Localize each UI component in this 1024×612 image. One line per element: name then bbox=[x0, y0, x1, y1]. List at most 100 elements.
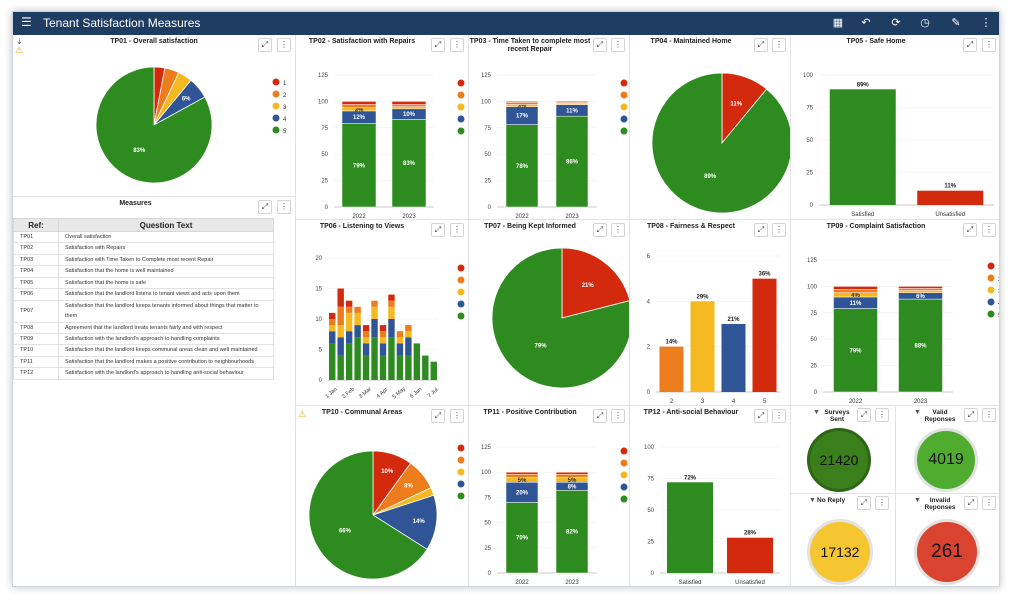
hamburger-menu-icon[interactable]: ☰ bbox=[21, 15, 32, 29]
y-tick-label: 0 bbox=[488, 205, 492, 211]
bar-segment bbox=[329, 331, 336, 344]
data-label: 89% bbox=[704, 174, 717, 180]
expand-icon[interactable]: ⤢ bbox=[857, 408, 871, 422]
filter-icon[interactable]: ▼ bbox=[914, 497, 921, 504]
x-tick-label: 2023 bbox=[914, 399, 928, 405]
bar-segment bbox=[379, 343, 387, 356]
data-label: 14% bbox=[413, 519, 426, 525]
expand-icon[interactable]: ⤢ bbox=[431, 38, 445, 52]
bar-segment bbox=[354, 325, 361, 338]
bar-segment bbox=[345, 300, 353, 307]
refresh-icon[interactable]: ⟳ bbox=[891, 17, 901, 29]
bar-segment bbox=[555, 471, 589, 475]
panel-title: TP07 - Being Kept Informed bbox=[484, 223, 576, 230]
panel-tp08: TP08 - Fairness & Respect ⤢ ⋮ 0 2 4 6 14% 2 29… bbox=[630, 220, 791, 406]
bar-segment bbox=[345, 331, 353, 344]
top-bar: ☰ Tenant Satisfaction Measures ▦ ↶ ⟳ ◷ ✎… bbox=[13, 12, 999, 35]
more-vertical-icon[interactable]: ⋮ bbox=[772, 38, 786, 52]
more-vertical-icon[interactable]: ⋮ bbox=[450, 38, 464, 52]
expand-icon[interactable]: ⤢ bbox=[593, 409, 607, 423]
more-vertical-icon[interactable]: ⋮ bbox=[611, 409, 625, 423]
panel-title: TP09 - Complaint Satisfaction bbox=[826, 223, 926, 230]
expand-icon[interactable]: ⤢ bbox=[963, 38, 977, 52]
expand-icon[interactable]: ⤢ bbox=[963, 223, 977, 237]
more-vertical-icon[interactable]: ⋮ bbox=[980, 17, 992, 29]
expand-icon[interactable]: ⤢ bbox=[857, 496, 871, 510]
legend-marker bbox=[457, 276, 465, 284]
undo-icon[interactable]: ↶ bbox=[861, 17, 871, 29]
data-label: 79% bbox=[849, 348, 862, 354]
table-row: TP04 Satisfaction that the home is well m… bbox=[13, 265, 274, 278]
kpi-value: 261 bbox=[914, 519, 980, 585]
expand-icon[interactable]: ⤢ bbox=[258, 38, 272, 52]
data-label: 86% bbox=[566, 160, 579, 166]
legend-marker bbox=[620, 79, 628, 87]
legend-marker bbox=[987, 262, 995, 270]
filter-icon[interactable]: ▼ bbox=[809, 497, 816, 504]
bar-segment bbox=[388, 319, 395, 338]
clock-icon[interactable]: ◷ bbox=[920, 17, 930, 29]
ref-cell: TP06 bbox=[13, 288, 59, 301]
bar-segment bbox=[396, 343, 404, 356]
x-tick-label: 4 Apr bbox=[376, 387, 390, 400]
expand-icon[interactable]: ⤢ bbox=[431, 409, 445, 423]
pie-slice bbox=[561, 247, 629, 319]
grid-icon[interactable]: ▦ bbox=[832, 17, 844, 29]
more-vertical-icon[interactable]: ⋮ bbox=[875, 408, 889, 422]
expand-icon[interactable]: ⤢ bbox=[964, 408, 978, 422]
more-vertical-icon[interactable]: ⋮ bbox=[277, 38, 291, 52]
more-vertical-icon[interactable]: ⋮ bbox=[611, 38, 625, 52]
kpi-label: Valid Reponses bbox=[924, 409, 956, 424]
bar bbox=[659, 346, 684, 392]
kpi-label: Surveys Sent bbox=[824, 409, 850, 424]
bar-segment bbox=[341, 123, 377, 208]
legend-marker bbox=[987, 298, 995, 306]
legend-marker bbox=[620, 115, 628, 123]
more-vertical-icon[interactable]: ⋮ bbox=[450, 409, 464, 423]
table-row: TP02 Satisfaction with Repairs bbox=[13, 242, 274, 255]
more-vertical-icon[interactable]: ⋮ bbox=[982, 38, 996, 52]
more-vertical-icon[interactable]: ⋮ bbox=[450, 223, 464, 237]
expand-icon[interactable]: ⤢ bbox=[754, 409, 768, 423]
question-cell: Overall satisfaction bbox=[58, 230, 274, 244]
expand-icon[interactable]: ⤢ bbox=[593, 38, 607, 52]
data-label: 3% bbox=[518, 104, 527, 110]
more-vertical-icon[interactable]: ⋮ bbox=[982, 223, 996, 237]
more-vertical-icon[interactable]: ⋮ bbox=[982, 496, 996, 510]
expand-icon[interactable]: ⤢ bbox=[593, 223, 607, 237]
more-vertical-icon[interactable]: ⋮ bbox=[772, 223, 786, 237]
expand-icon[interactable]: ⤢ bbox=[964, 496, 978, 510]
bar bbox=[829, 89, 896, 205]
download-icon[interactable]: ⇣ bbox=[16, 37, 23, 46]
bar bbox=[667, 482, 713, 573]
more-vertical-icon[interactable]: ⋮ bbox=[875, 496, 889, 510]
filter-icon[interactable]: ▼ bbox=[914, 409, 921, 416]
question-cell: Satisfaction with Repairs bbox=[58, 242, 274, 255]
column-header-question: Question Text bbox=[58, 218, 274, 232]
x-tick-label: 3 bbox=[701, 399, 705, 405]
more-vertical-icon[interactable]: ⋮ bbox=[277, 200, 291, 214]
filter-icon[interactable]: ▼ bbox=[813, 409, 820, 416]
legend-marker bbox=[457, 103, 465, 111]
more-vertical-icon[interactable]: ⋮ bbox=[772, 409, 786, 423]
bar-segment bbox=[362, 343, 370, 356]
data-label: 11% bbox=[566, 108, 578, 114]
x-tick-label: 5 May bbox=[392, 386, 408, 400]
kpi-value: 21420 bbox=[807, 428, 871, 492]
bar-segment bbox=[391, 101, 427, 105]
expand-icon[interactable]: ⤢ bbox=[754, 38, 768, 52]
panel-title: TP03 - Time Taken to complete most recen… bbox=[469, 38, 591, 54]
more-vertical-icon[interactable]: ⋮ bbox=[982, 408, 996, 422]
expand-icon[interactable]: ⤢ bbox=[258, 200, 272, 214]
panel-measures: Measures ⤢ ⋮ Ref: Question Text TP01 Over… bbox=[13, 197, 296, 586]
panel-tp11: TP11 - Positive Contribution ⤢ ⋮ 0 25 50 75… bbox=[469, 406, 630, 586]
bar-segment bbox=[413, 343, 421, 380]
wrench-icon[interactable]: ✎ bbox=[951, 17, 961, 29]
x-tick-label: 2023 bbox=[402, 214, 416, 220]
more-vertical-icon[interactable]: ⋮ bbox=[611, 223, 625, 237]
expand-icon[interactable]: ⤢ bbox=[754, 223, 768, 237]
expand-icon[interactable]: ⤢ bbox=[431, 223, 445, 237]
kpi-no-reply: ▼ No Reply ⤢ ⋮ 17132 bbox=[791, 494, 896, 586]
